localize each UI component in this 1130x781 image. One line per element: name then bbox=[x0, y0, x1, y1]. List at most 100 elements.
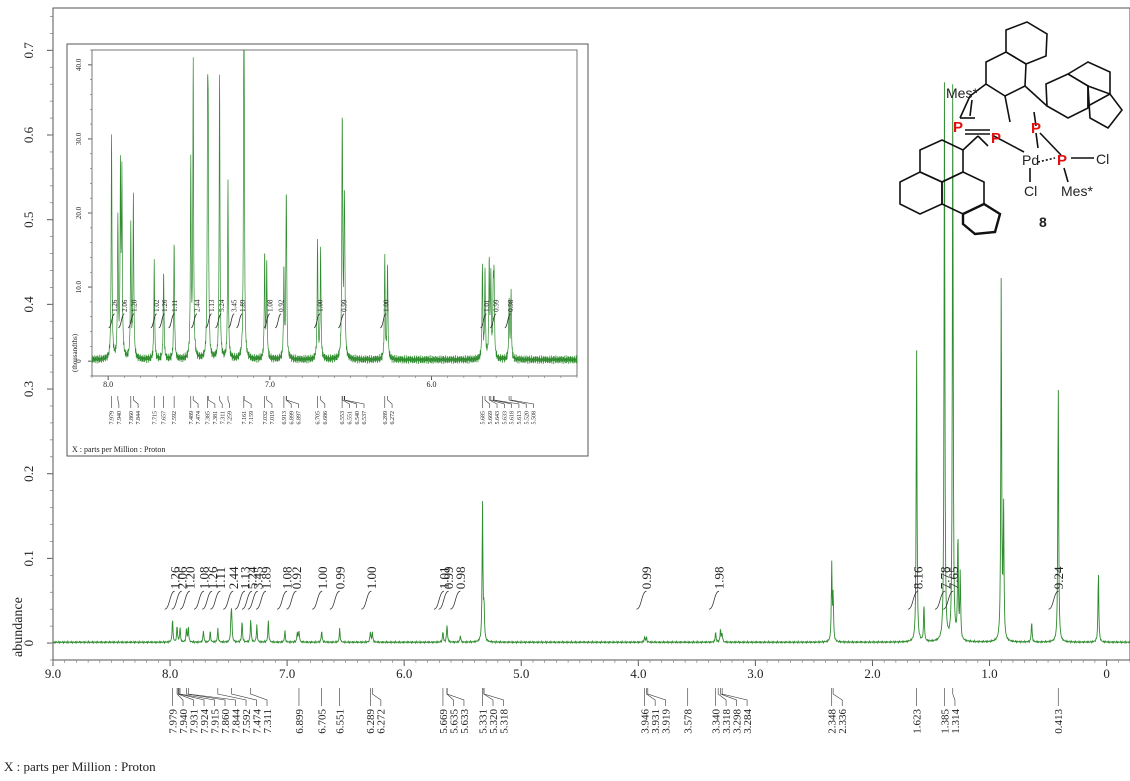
peak-label: 3.931 bbox=[650, 709, 662, 734]
peak-label: 6.551 bbox=[347, 411, 353, 425]
peak-label: 6.289 bbox=[383, 411, 389, 425]
y-tick-label: 10.0 bbox=[75, 280, 83, 293]
inset-integrals: 1.26 2.06 1.20 1.02 1.26 1.11 2.44 1.13 5.24 3.45… bbox=[108, 299, 515, 329]
y-tick-label: 0.1 bbox=[21, 550, 36, 566]
peak-label-leader bbox=[721, 688, 748, 706]
integral-value: 1.00 bbox=[316, 299, 324, 312]
chlorine-label-2: Cl bbox=[1024, 183, 1037, 199]
peak-label: 6.686 bbox=[323, 411, 329, 425]
peak-label-leader bbox=[446, 688, 454, 706]
peak-label: 5.318 bbox=[498, 709, 510, 734]
x-tick-label: 6.0 bbox=[396, 666, 412, 681]
peak-label: 6.897 bbox=[297, 411, 303, 425]
integral-value: 1.20 bbox=[183, 566, 198, 589]
peak-label: 7.657 bbox=[162, 411, 168, 425]
mes-star-bottom: Mes* bbox=[1061, 183, 1093, 199]
peak-label: 6.899 bbox=[294, 709, 306, 734]
peak-label: 5.520 bbox=[524, 411, 530, 425]
peak-label: 7.385 bbox=[206, 411, 212, 425]
integral-curve bbox=[312, 590, 323, 610]
integral-curve bbox=[255, 590, 267, 610]
integral-value: 1.98 bbox=[712, 566, 727, 589]
peak-label: 6.272 bbox=[376, 709, 388, 734]
peak-label: 7.931 bbox=[188, 709, 200, 734]
integral-curve bbox=[274, 313, 282, 329]
peak-label: 6.540 bbox=[355, 411, 361, 425]
integral-curve bbox=[361, 590, 372, 610]
integral-curve bbox=[241, 590, 253, 610]
integral-curve bbox=[433, 590, 445, 610]
peak-label: 5.613 bbox=[517, 411, 523, 425]
peak-label-leader bbox=[952, 688, 956, 706]
peak-label-leader bbox=[483, 688, 494, 706]
peak-label-leader bbox=[285, 396, 292, 408]
peak-label-leader bbox=[832, 688, 843, 706]
peak-label: 7.940 bbox=[117, 411, 123, 425]
peak-label-leader bbox=[343, 396, 357, 408]
main-axes: 0 0.1 0.2 0.3 0.4 0.5 0.6 0.7 9.0 8.0 7.0 6.0 5.0 4.0… bbox=[21, 16, 1130, 681]
peak-label-leader bbox=[188, 688, 236, 706]
peak-label-leader bbox=[179, 688, 215, 706]
peak-label-leader bbox=[178, 688, 205, 706]
x-tick-label: 8.0 bbox=[162, 666, 178, 681]
peak-label-leader bbox=[133, 396, 139, 408]
y-tick-label: 40.0 bbox=[75, 58, 83, 71]
peak-label: 7.979 bbox=[167, 709, 179, 734]
integral-curve bbox=[150, 313, 157, 329]
integral-value: 1.01 bbox=[483, 299, 491, 312]
peak-label: 6.913 bbox=[282, 411, 288, 425]
peak-label: 3.284 bbox=[742, 709, 754, 734]
y-tick-label: 0 bbox=[75, 359, 83, 363]
integral-curve bbox=[228, 313, 235, 329]
integral-curve bbox=[504, 313, 511, 329]
peak-label: 7.592 bbox=[241, 709, 253, 734]
peak-label-leader bbox=[217, 688, 247, 706]
integral-curve bbox=[190, 313, 198, 329]
x-axis-label: X : parts per Million : Proton bbox=[4, 759, 156, 774]
integral-curve bbox=[489, 313, 497, 329]
integral-value: 0.92 bbox=[278, 299, 286, 312]
peak-label-leader bbox=[177, 688, 194, 706]
peak-label-leader bbox=[647, 688, 666, 706]
y-tick-label: 0.4 bbox=[21, 296, 36, 313]
inset-x-axis-label: X : parts per Million : Proton bbox=[72, 445, 165, 454]
x-tick-label: 0 bbox=[1103, 666, 1110, 681]
x-tick-label: 1.0 bbox=[981, 666, 997, 681]
x-tick-label: 7.0 bbox=[279, 666, 295, 681]
integral-curve bbox=[934, 590, 946, 610]
integral-curve bbox=[164, 590, 175, 610]
integral-value: 3.45 bbox=[250, 566, 265, 589]
mes-star-top: Mes* bbox=[946, 85, 978, 101]
integral-value: 1.01 bbox=[437, 566, 452, 589]
peak-label-leader bbox=[231, 688, 257, 706]
integral-value: 1.26 bbox=[205, 566, 220, 589]
peak-label-leader bbox=[372, 688, 382, 706]
integral-curve bbox=[276, 590, 288, 610]
y-tick-label: 0.5 bbox=[21, 212, 36, 228]
peak-label-leader bbox=[266, 396, 273, 408]
integral-value: 1.13 bbox=[238, 566, 253, 589]
peak-label: 7.860 bbox=[220, 709, 232, 734]
integral-value: 7.65 bbox=[946, 566, 961, 589]
integral-value: 1.00 bbox=[364, 566, 379, 589]
molecular-structure bbox=[899, 21, 1124, 236]
integral-curve bbox=[338, 313, 345, 329]
y-tick-label: 0.7 bbox=[21, 42, 36, 59]
peak-label: 5.618 bbox=[510, 411, 516, 425]
peak-label: 3.946 bbox=[639, 709, 651, 734]
peak-label: 0.413 bbox=[1053, 709, 1065, 734]
peak-label: 5.669 bbox=[488, 411, 494, 425]
integral-curve bbox=[708, 590, 720, 610]
integral-value: 1.89 bbox=[259, 566, 274, 589]
peak-label-leader bbox=[207, 396, 216, 408]
molecule-labels: Mes* P P P P Pd Cl Cl Mes* 8 bbox=[946, 85, 1109, 230]
integral-curve bbox=[193, 590, 205, 610]
main-spectrum bbox=[52, 82, 1130, 645]
peak-label: 7.844 bbox=[230, 709, 242, 734]
peak-label-leader bbox=[720, 688, 737, 706]
integral-curve bbox=[438, 590, 449, 610]
y-axis-label: abundance bbox=[11, 597, 26, 657]
peak-label-leader bbox=[344, 396, 365, 408]
integral-value: 1.00 bbox=[383, 299, 391, 312]
integral-curve bbox=[168, 313, 175, 329]
